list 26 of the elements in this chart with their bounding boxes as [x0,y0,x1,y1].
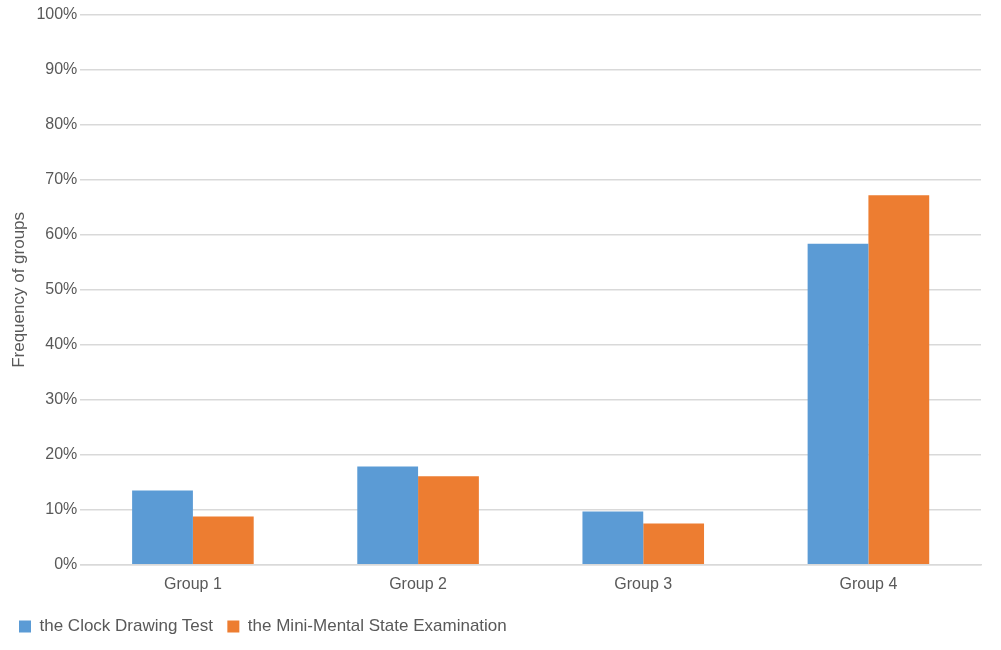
y-tick-label: 70% [45,170,78,188]
legend-label: the Mini-Mental State Examination [247,616,507,636]
y-tick-label: 90% [45,60,78,78]
y-tick-label: 0% [54,555,78,573]
bar [582,511,644,565]
x-tick-label: Group 3 [614,574,673,592]
y-tick-label: 30% [45,390,78,408]
bar [868,195,930,565]
y-tick-label: 100% [36,5,78,23]
y-tick-label: 50% [45,280,78,298]
x-tick-label: Group 1 [164,574,222,592]
y-tick-label: 60% [45,225,78,243]
bar [807,243,869,565]
bar [192,516,254,565]
y-tick-label: 40% [45,335,78,353]
y-tick-label: 20% [45,445,78,463]
x-tick-label: Group 4 [839,574,898,592]
y-tick-label: 80% [45,115,78,133]
bar [643,523,705,565]
y-axis-title: Frequency of groups [8,211,28,368]
legend-label: the Clock Drawing Test [39,616,214,636]
y-tick-label: 10% [45,500,78,518]
bar [132,490,193,565]
x-tick-label: Group 2 [389,574,448,592]
bar [357,466,419,565]
bar [418,476,479,565]
